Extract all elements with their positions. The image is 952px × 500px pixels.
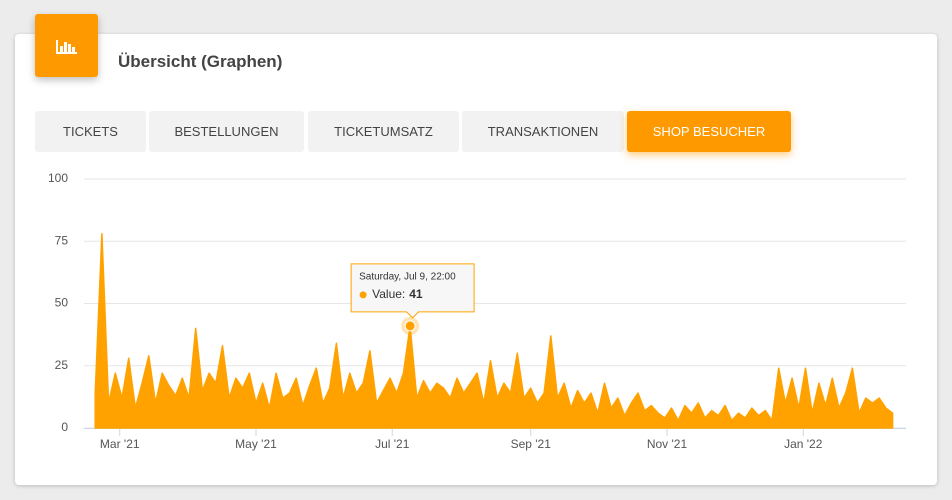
chart-icon (35, 14, 98, 77)
tab[interactable]: TRANSAKTIONEN (462, 111, 624, 152)
icon-glyph (56, 40, 77, 54)
tooltip-box (350, 263, 475, 319)
x-tick-label: Nov '21 (647, 437, 688, 451)
x-tick-label: May '21 (235, 437, 277, 451)
tab[interactable]: TICKETUMSATZ (308, 111, 459, 152)
y-tick-label: 0 (61, 420, 68, 434)
y-tick-label: 25 (55, 358, 69, 372)
x-tick-label: Jan '22 (784, 437, 823, 451)
tab[interactable]: BESTELLUNGEN (149, 111, 304, 152)
tab[interactable]: TICKETS (35, 111, 146, 152)
tooltip-title: Saturday, Jul 9, 22:00 (359, 272, 456, 283)
tooltip-label: Value: 41 (372, 287, 423, 301)
y-tick-label: 100 (48, 171, 68, 185)
tooltip-dot (359, 291, 367, 299)
x-tick-label: Jul '21 (375, 437, 410, 451)
x-tick-label: Sep '21 (511, 437, 552, 451)
tooltip-label-text: Value: (372, 287, 405, 301)
y-tick-label: 75 (55, 233, 69, 247)
tab[interactable]: SHOP BESUCHER (627, 111, 791, 152)
area (94, 233, 894, 429)
x-tick-label: Mar '21 (100, 437, 140, 451)
hover-point (404, 320, 416, 332)
page-title: Übersicht (Graphen) (118, 52, 283, 71)
y-tick-label: 50 (55, 296, 69, 310)
tooltip: Saturday, Jul 9, 22:00 Value: 41 (350, 263, 475, 319)
tooltip-value: 41 (409, 287, 423, 301)
